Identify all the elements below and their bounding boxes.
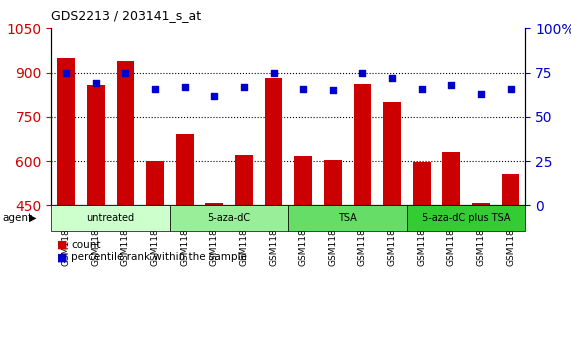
Text: percentile rank within the sample: percentile rank within the sample [71,252,247,262]
Bar [116,61,134,205]
Point [328,87,337,93]
Point [506,86,515,91]
Bar [146,161,164,205]
Bar [413,162,431,205]
Text: ■: ■ [57,240,67,250]
Point [388,75,397,81]
Point [210,93,219,98]
Text: agent: agent [3,213,33,223]
Point [417,86,426,91]
Point [447,82,456,88]
Point [239,84,248,90]
Point [476,91,485,97]
Point [269,70,278,75]
Bar [265,79,283,205]
Bar [235,155,253,205]
Point [91,80,100,86]
Bar [383,102,401,205]
Text: TSA: TSA [338,213,357,223]
Point [121,70,130,75]
Bar [501,174,520,205]
Text: ▶: ▶ [29,213,37,223]
Bar [206,203,223,205]
Text: 5-aza-dC: 5-aza-dC [207,213,251,223]
Text: ■: ■ [57,252,67,262]
Point [299,86,308,91]
Point [180,84,189,90]
Bar [324,160,341,205]
Point [62,70,71,75]
Text: count: count [71,240,101,250]
Text: 5-aza-dC plus TSA: 5-aza-dC plus TSA [422,213,510,223]
Bar [443,152,460,205]
Point [358,70,367,75]
Text: GDS2213 / 203141_s_at: GDS2213 / 203141_s_at [51,9,202,22]
Bar [294,156,312,205]
Bar [57,58,75,205]
Bar [353,84,371,205]
Bar [87,85,104,205]
Bar [176,133,194,205]
Point [151,86,160,91]
Bar [472,203,490,205]
Text: untreated: untreated [87,213,135,223]
